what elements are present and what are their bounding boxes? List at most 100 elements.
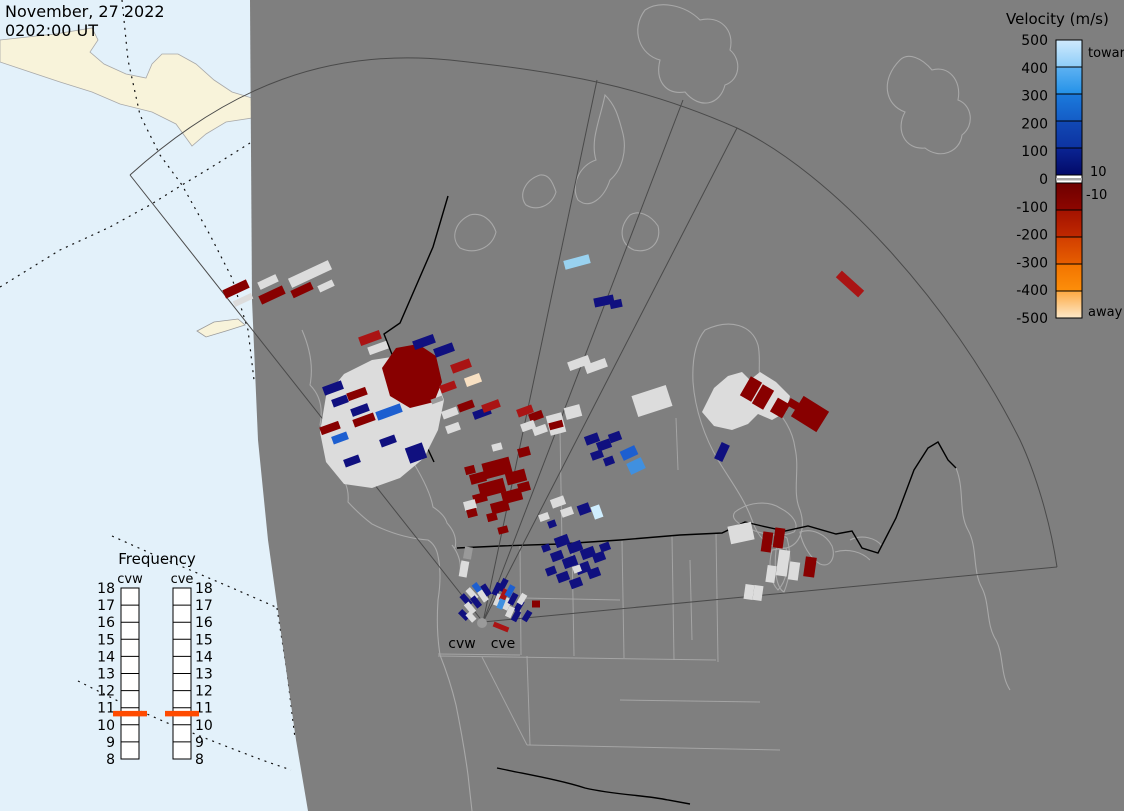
lower-threshold-label: -10 (1086, 188, 1107, 203)
velocity-cell (343, 454, 361, 468)
frequency-col-cvw-label: cvw (117, 572, 143, 587)
island (196, 318, 246, 338)
colorbar-tick-label: 0 (1039, 172, 1048, 188)
away-label: away (1088, 305, 1123, 320)
velocity-cell (803, 556, 817, 578)
velocity-cell (607, 430, 623, 444)
radar-label-cvw: cvw (448, 636, 475, 652)
velocity-cell (548, 419, 564, 431)
velocity-cell (786, 398, 800, 410)
velocity-cell (350, 403, 370, 417)
frequency-tick-label: 12 (195, 684, 213, 700)
colorbar-segment (1055, 66, 1083, 95)
velocity-cell (290, 281, 314, 299)
velocity-cell (441, 406, 459, 420)
velocity-cell (492, 621, 510, 633)
velocity-cell (287, 260, 333, 288)
velocity-cell (258, 285, 286, 305)
velocity-cell (626, 457, 646, 475)
velocity-cell (549, 495, 567, 509)
velocity-cell (584, 358, 608, 374)
colorbar-tick-label: 500 (1021, 33, 1048, 49)
frequency-tick-label: 18 (97, 581, 115, 597)
radar-site-dot (477, 618, 487, 628)
frequency-tick-label: 9 (106, 735, 115, 751)
velocity-cells (222, 254, 865, 633)
velocity-cell (477, 589, 489, 603)
velocity-cell (544, 565, 558, 577)
velocity-cell (714, 441, 730, 463)
frequency-marker (165, 710, 199, 717)
velocity-cell (572, 564, 582, 574)
velocity-cell (631, 384, 673, 418)
velocity-legend: Velocity (m/s) 500 400 300 200 100 0 -100 -200 -… (1006, 10, 1124, 327)
velocity-cell (458, 560, 470, 578)
velocity-cell (496, 598, 506, 610)
colorbar-segment (1055, 236, 1083, 265)
frequency-tick-label: 11 (97, 701, 115, 717)
velocity-cell (445, 421, 461, 435)
colorbar-tick-label: -300 (1016, 255, 1048, 271)
velocity-cell (257, 274, 279, 290)
velocity-cell (232, 293, 254, 307)
velocity-cell (466, 507, 478, 519)
radar-label-cve: cve (491, 636, 516, 652)
colorbar-segment (1055, 147, 1083, 176)
velocity-cell (504, 605, 516, 619)
velocity-cell (563, 404, 583, 420)
frequency-marker (113, 710, 147, 717)
velocity-cell (591, 550, 607, 564)
velocity-cell (563, 254, 591, 270)
velocity-cell (457, 608, 471, 622)
velocity-cell (595, 438, 613, 452)
colorbar-segment (1055, 263, 1083, 292)
velocity-cell (589, 449, 605, 461)
colorbar-tick-label: -200 (1016, 228, 1048, 244)
frequency-tick-label: 18 (195, 581, 213, 597)
frequency-tick-label: 17 (195, 598, 213, 614)
frequency-tick-label: 15 (97, 632, 115, 648)
velocity-cell (598, 541, 612, 553)
frequency-tick-label: 12 (97, 684, 115, 700)
colorbar-tick-label: 300 (1021, 89, 1048, 105)
velocity-cell (497, 577, 509, 593)
date-text: November, 27 2022 (5, 2, 165, 21)
velocity-cell (576, 502, 592, 516)
velocity-cell (358, 330, 382, 346)
velocity-cell (590, 504, 604, 520)
colorbar-tick-label: -100 (1016, 200, 1048, 216)
velocity-cell (379, 434, 397, 448)
velocity-cell (769, 397, 791, 419)
velocity-cell (517, 446, 531, 458)
frequency-tick-label: 9 (195, 735, 204, 751)
velocity-cell (491, 442, 503, 452)
velocity-cell (510, 609, 522, 623)
alaska-landmass (0, 27, 253, 147)
colorbar-tick-label: 200 (1021, 116, 1048, 132)
velocity-cell (559, 506, 575, 518)
velocity-cell (521, 609, 533, 623)
velocity-cell (727, 521, 755, 545)
velocity-cell (464, 464, 476, 476)
velocity-cell (481, 399, 501, 413)
velocity-cell (486, 511, 498, 523)
velocity-cell (463, 373, 483, 387)
velocity-cell (743, 583, 755, 601)
velocity-cell (430, 395, 444, 405)
frequency-panel: Frequency cvw cve 1817161514131211109818… (97, 550, 213, 768)
frequency-tick-label: 13 (97, 667, 115, 683)
velocity-cell (609, 298, 623, 310)
scatter-patch (702, 372, 790, 430)
velocity-cell (504, 468, 528, 486)
colorbar-tick-label: -500 (1016, 311, 1048, 327)
frequency-tick-label: 13 (195, 667, 213, 683)
velocity-cell (319, 420, 341, 436)
velocity-cell (555, 570, 571, 584)
timestamp: November, 27 2022 0202:00 UT (5, 2, 165, 40)
velocity-cell (463, 601, 477, 615)
velocity-cell (222, 279, 250, 299)
frequency-tick-label: 8 (106, 752, 115, 768)
velocity-cell (586, 566, 602, 580)
velocity-cell (790, 395, 830, 433)
